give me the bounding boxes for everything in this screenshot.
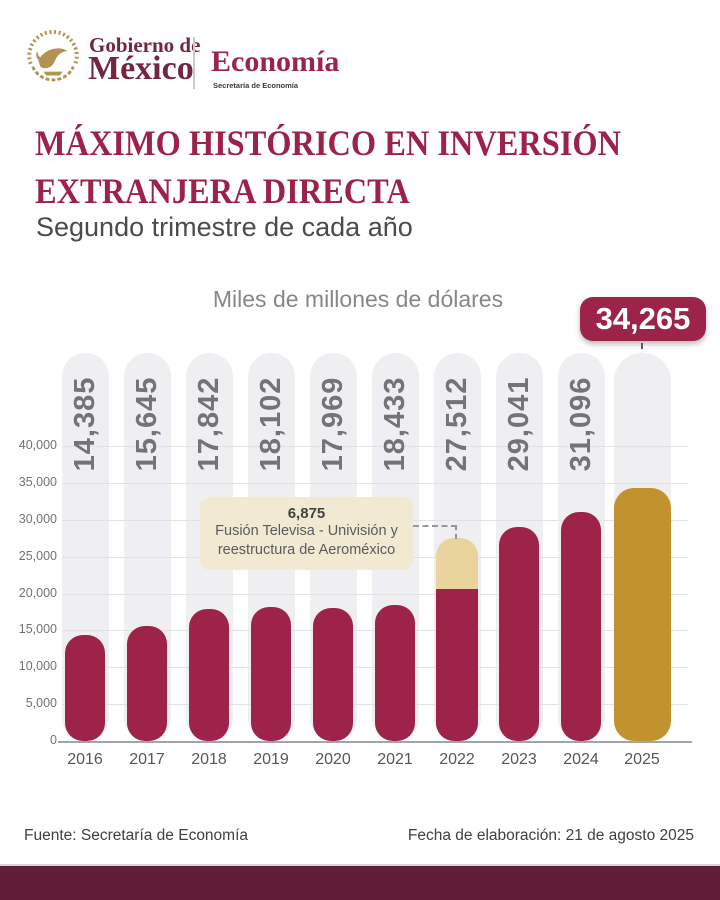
bar-2021	[375, 605, 415, 741]
x-axis-year-label: 2019	[253, 751, 289, 768]
bar-2022	[436, 538, 478, 741]
bar-value-label: 29,041	[503, 376, 535, 472]
bar-value-label: 14,385	[69, 376, 101, 472]
x-axis-year-label: 2021	[377, 751, 413, 768]
page-subtitle: Segundo trimestre de cada año	[36, 212, 413, 242]
mexico-eagle-seal-icon	[27, 30, 79, 82]
y-axis-tick-label: 40,000	[18, 438, 57, 452]
bar-value-label: 17,842	[193, 376, 225, 472]
bar-segment-base	[436, 588, 478, 741]
annotation-text-line2: reestructura de Aeroméxico	[217, 542, 396, 558]
economia-label: Economía	[211, 45, 340, 78]
bottom-brand-band	[0, 866, 720, 900]
bar-2018	[189, 609, 229, 741]
mexico-label: México	[88, 50, 194, 87]
footer-hairline	[0, 864, 720, 866]
bar-value-label: 15,645	[131, 376, 163, 472]
y-axis-tick-label: 15,000	[18, 622, 57, 637]
x-axis-year-label: 2022	[439, 751, 475, 768]
page-title-line2: EXTRANJERA DIRECTA	[35, 171, 410, 211]
x-axis-year-label: 2018	[191, 751, 227, 768]
annotation-text-line1: Fusión Televisa - Univisión y	[215, 523, 398, 539]
gobierno-de-label: Gobierno de	[89, 33, 201, 57]
x-axis-year-label: 2016	[67, 751, 103, 768]
secretaria-sub-label: Secretaría de Economía	[213, 81, 299, 90]
bar-value-label: 17,969	[317, 376, 349, 472]
bar-2020	[313, 608, 353, 741]
bar-value-label: 31,096	[565, 376, 597, 472]
bar-segment-annotated	[436, 538, 478, 589]
bar-value-label: 27,512	[441, 376, 473, 472]
bar-2019	[251, 607, 291, 741]
x-axis-line	[58, 741, 692, 743]
y-axis-tick-label: 30,000	[18, 511, 57, 526]
bar-2017	[127, 625, 167, 741]
x-axis-year-label: 2017	[129, 751, 165, 768]
bar-value-label: 18,102	[255, 376, 287, 472]
bar-2023	[499, 526, 539, 741]
bar-2025	[613, 488, 671, 741]
x-axis-year-label: 2024	[563, 751, 599, 768]
page-title-line1: MÁXIMO HISTÓRICO EN INVERSIÓN	[35, 123, 621, 163]
header-divider	[193, 37, 195, 89]
annotation-callout: 6,875 Fusión Televisa - Univisión y rees…	[200, 497, 413, 570]
source-note: Fuente: Secretaría de Economía	[24, 827, 249, 844]
y-axis-tick-label: 0	[50, 733, 57, 747]
highlight-value-badge: 34,265	[580, 297, 706, 341]
bar-2024	[561, 511, 601, 741]
y-axis-tick-label: 20,000	[18, 585, 57, 600]
x-axis-year-label: 2023	[501, 751, 537, 768]
chart-units-title: Miles de millones de dólares	[212, 286, 504, 312]
x-axis-year-label: 2025	[624, 751, 660, 768]
annotation-value: 6,875	[287, 505, 326, 522]
y-axis-tick-label: 35,000	[18, 474, 57, 489]
x-axis-year-label: 2020	[315, 751, 351, 768]
bar-value-label: 18,433	[379, 376, 411, 472]
y-axis-tick-label: 5,000	[25, 696, 57, 711]
gridline	[62, 446, 688, 447]
y-axis-tick-label: 25,000	[18, 548, 57, 563]
elaboration-date: Fecha de elaboración: 21 de agosto 2025	[407, 827, 694, 844]
annotation-dashed-connector-v	[455, 525, 457, 539]
gridline	[62, 482, 688, 484]
annotation-dashed-connector-h	[413, 525, 457, 527]
bar-2016	[65, 634, 105, 741]
y-axis-tick-label: 10,000	[18, 659, 57, 674]
gridline	[62, 593, 688, 595]
